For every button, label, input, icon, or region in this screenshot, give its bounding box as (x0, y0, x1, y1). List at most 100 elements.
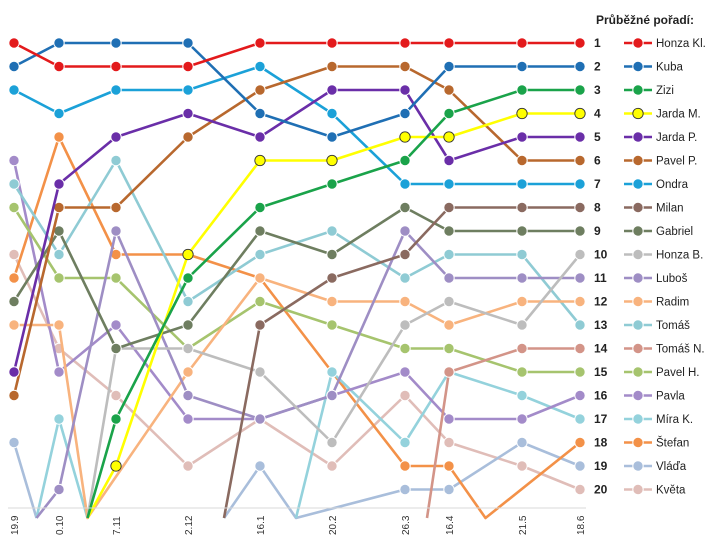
data-point (443, 201, 455, 214)
data-point (182, 342, 194, 355)
data-point (182, 248, 194, 261)
data-point (574, 413, 586, 425)
legend-label: Jarda P. (656, 132, 697, 144)
data-point (399, 295, 411, 308)
legend-item: Honza B. (624, 248, 703, 262)
data-point (110, 342, 122, 355)
data-point (516, 389, 528, 402)
data-point (110, 60, 122, 73)
legend-label: Kuba (656, 62, 683, 74)
data-point (254, 107, 266, 120)
data-point (53, 413, 65, 425)
data-point (254, 201, 266, 214)
data-point (399, 60, 411, 73)
data-point (326, 460, 338, 472)
rank-label: 19 (594, 459, 608, 473)
data-point (443, 84, 455, 96)
legend-label: Ondra (656, 179, 689, 191)
legend-item: Pavla (624, 389, 685, 403)
data-point (399, 225, 411, 237)
rank-label: 1 (594, 36, 601, 50)
rank-label: 7 (594, 177, 601, 191)
data-point (399, 201, 411, 214)
data-point (516, 319, 528, 331)
data-point (110, 389, 122, 402)
data-point (399, 272, 411, 284)
data-point (110, 319, 122, 331)
data-point (326, 131, 338, 143)
legend-label: Pavla (656, 391, 685, 403)
data-point (326, 154, 338, 167)
data-point (326, 178, 338, 190)
data-point (182, 107, 194, 120)
data-point (516, 248, 528, 261)
data-point (516, 272, 528, 284)
data-point (110, 460, 122, 472)
legend-label: Míra K. (656, 414, 693, 426)
data-point (254, 460, 266, 472)
x-tick-label: 7.11 (112, 516, 123, 535)
series-line (13, 41, 580, 139)
legend-item: Vláďa (624, 460, 687, 473)
data-point (254, 37, 266, 49)
data-point (574, 131, 586, 143)
legend-swatch-dot (632, 460, 644, 472)
data-point (443, 295, 455, 308)
x-tick-label: 18.6 (576, 515, 587, 535)
data-point (8, 60, 20, 73)
rank-label: 6 (594, 154, 601, 168)
data-point (254, 131, 266, 143)
data-point (574, 248, 586, 261)
data-point (110, 154, 122, 167)
data-point (516, 295, 528, 308)
data-point (443, 436, 455, 449)
legend-label: Honza Kl. (656, 38, 706, 50)
legend-swatch-dot (632, 37, 644, 49)
data-point (8, 436, 20, 449)
legend-swatch-dot (632, 483, 644, 496)
data-point (8, 201, 20, 214)
legend-label: Štefan (656, 437, 689, 450)
data-point (516, 154, 528, 167)
data-point (110, 37, 122, 49)
data-point (443, 131, 455, 143)
data-point (574, 342, 586, 355)
series-line (12, 206, 580, 350)
data-point (574, 37, 586, 49)
data-point (516, 107, 528, 120)
rank-label: 13 (594, 318, 608, 332)
legend-item: Tomáš (624, 319, 690, 332)
legend-item: Zizi (624, 84, 674, 97)
data-point (399, 319, 411, 331)
legend-item: Květa (624, 483, 686, 497)
series-tom-n- (425, 342, 586, 519)
data-point (182, 413, 194, 425)
data-point (574, 178, 586, 190)
data-point (443, 319, 455, 331)
data-point (110, 225, 122, 237)
x-axis: 19.9 0.10 7.11 2.12 16.1 20.2 26.3 16.4 21.5 18.6 (8, 507, 587, 535)
data-point (8, 248, 20, 261)
legend-label: Vláďa (656, 461, 687, 473)
data-point (254, 295, 266, 308)
series-honza-b- (86, 248, 586, 519)
data-point (399, 84, 411, 96)
data-point (443, 60, 455, 73)
data-point (516, 131, 528, 143)
data-point (443, 413, 455, 425)
data-point (516, 436, 528, 449)
data-point (8, 178, 20, 190)
legend-swatch-dot (632, 319, 644, 331)
x-tick-label: 19.9 (10, 515, 21, 535)
rank-label: 11 (594, 271, 607, 285)
x-tick-label: 16.4 (445, 515, 456, 535)
series-line (13, 65, 580, 186)
data-point (53, 178, 65, 190)
data-point (182, 131, 194, 143)
legend-item: Jarda P. (624, 131, 697, 144)
data-point (574, 483, 586, 496)
legend-swatch-dot (632, 389, 644, 402)
data-point (574, 84, 586, 96)
rank-label: 2 (594, 60, 601, 74)
